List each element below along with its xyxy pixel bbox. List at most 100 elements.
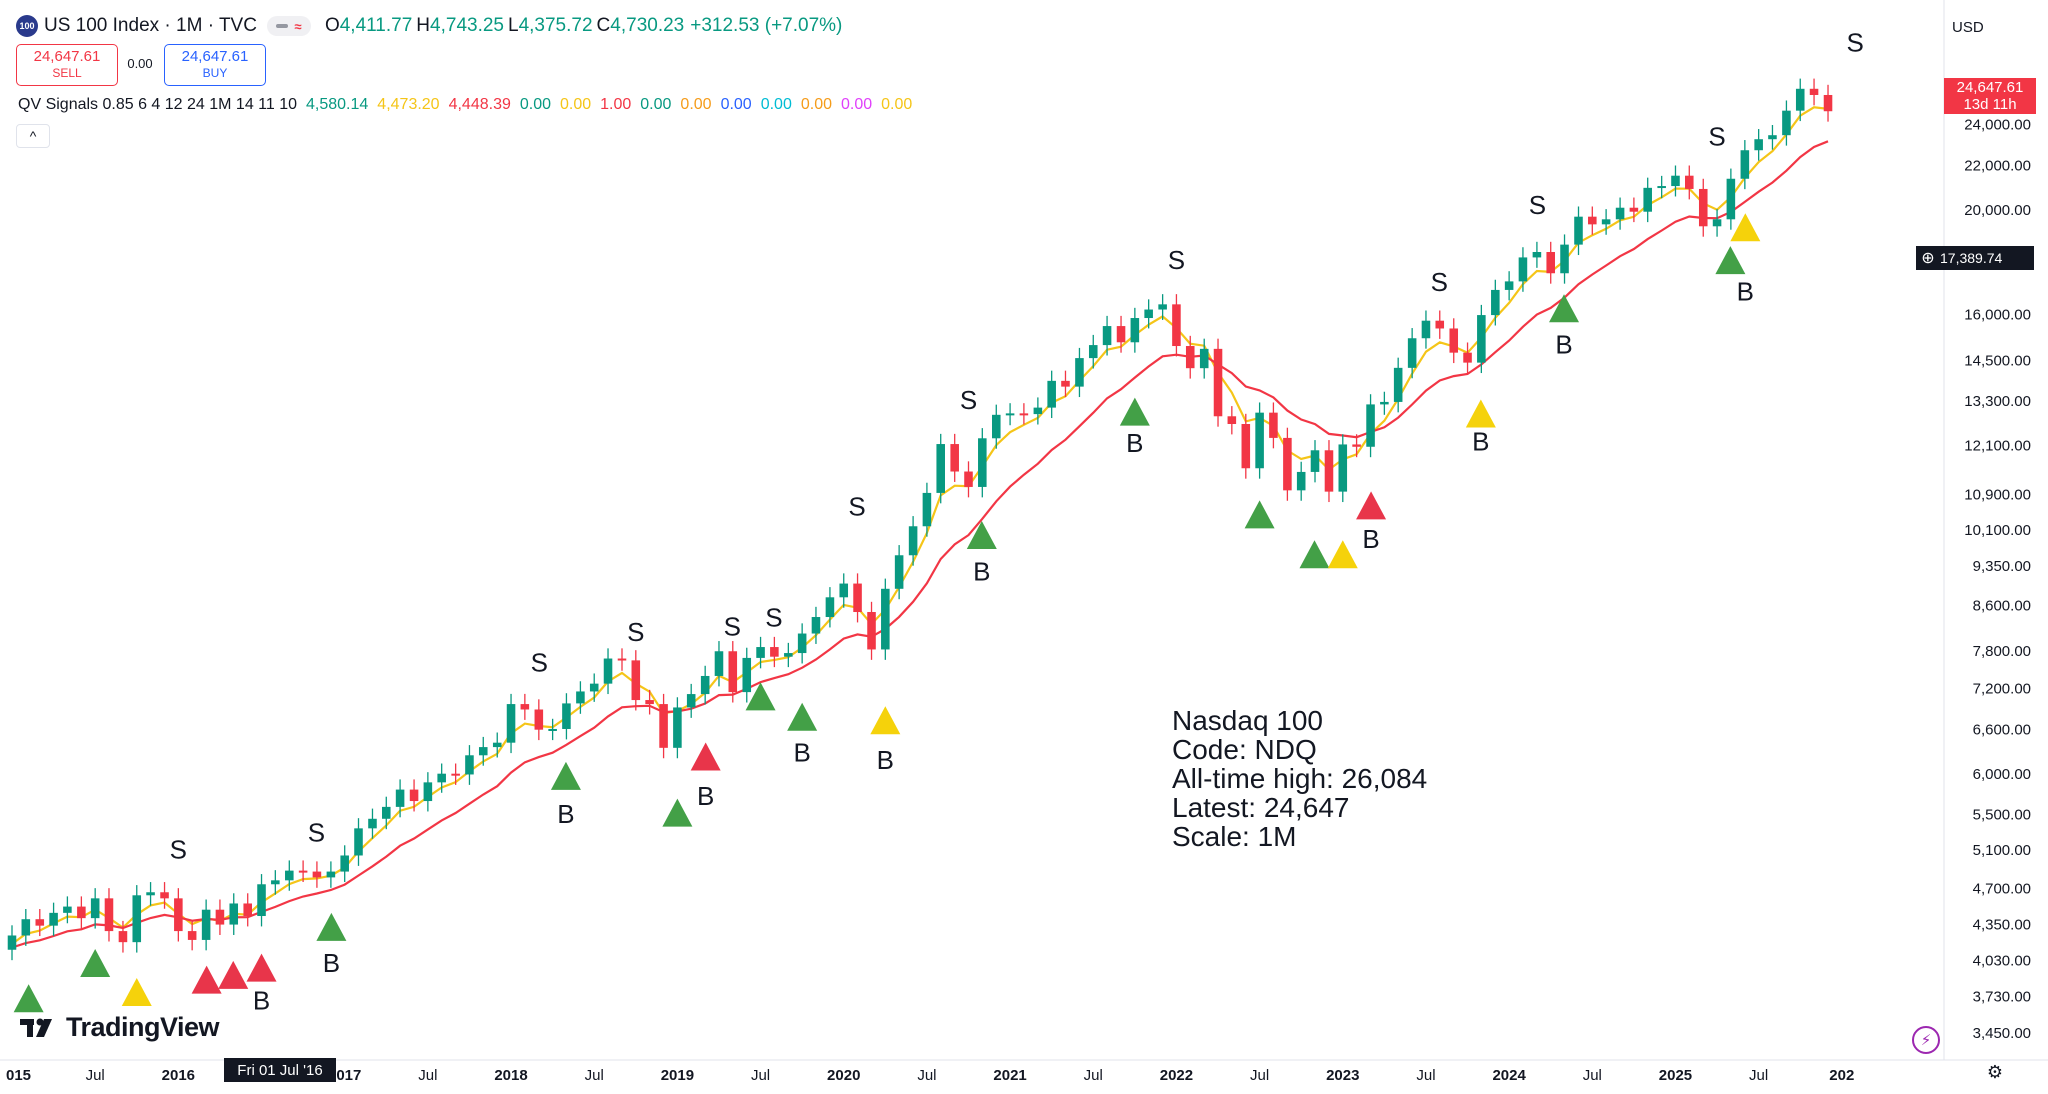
- price-tick-label: 5,100.00: [1973, 842, 2031, 859]
- bar-countdown: 13d 11h: [1963, 96, 2017, 113]
- candle-body: [146, 892, 155, 896]
- sell-signal-label: S: [1431, 267, 1448, 297]
- candle-body: [451, 773, 460, 776]
- add-plus-icon[interactable]: ⊕: [1921, 250, 1935, 267]
- symbol-title[interactable]: US 100 Index · 1M · TVC: [44, 15, 257, 36]
- indicator-legend[interactable]: QV Signals 0.85 6 4 12 24 1M 14 11 10 4,…: [18, 96, 912, 114]
- price-tick-label: 6,600.00: [1973, 721, 2031, 738]
- candle-body: [104, 898, 114, 932]
- candle-body: [118, 931, 128, 943]
- time-tick-label: 2025: [1659, 1067, 1692, 1084]
- signal-triangle-green: [787, 702, 818, 731]
- candle-body: [7, 935, 17, 950]
- close-label: C: [596, 15, 611, 36]
- candle-body: [312, 871, 322, 878]
- candle-body: [465, 755, 474, 775]
- signal-triangle-red: [191, 965, 222, 994]
- sell-signal-label: S: [1846, 28, 1863, 58]
- lightning-icon[interactable]: ⚡: [1912, 1026, 1940, 1054]
- signal-triangle-green: [745, 682, 776, 711]
- buy-button[interactable]: 24,647.61 BUY: [164, 44, 266, 86]
- candle-body: [1366, 404, 1375, 447]
- candle-body: [1227, 416, 1237, 424]
- candle-body: [562, 703, 571, 729]
- sell-signal-label: S: [170, 834, 187, 864]
- annotation-line: Code: NDQ: [1172, 734, 1317, 765]
- candle-body: [520, 704, 530, 710]
- sell-button[interactable]: 24,647.61 SELL: [16, 44, 118, 86]
- candle-body: [1643, 187, 1652, 212]
- candle-body: [1296, 471, 1306, 491]
- sell-signal-label: S: [960, 385, 977, 415]
- signal-triangle-red: [246, 953, 277, 982]
- price-tick-label: 6,000.00: [1973, 766, 2031, 783]
- candle-body: [243, 903, 252, 917]
- candle-body: [1047, 380, 1056, 408]
- time-tick-label: Jul: [1416, 1067, 1435, 1084]
- ema-slow-line: [11, 140, 1829, 949]
- candle-body: [187, 931, 197, 940]
- ema-layer: [11, 106, 1829, 949]
- candle-body: [797, 633, 807, 654]
- candle-body: [742, 657, 752, 693]
- candle-body: [1116, 326, 1126, 343]
- gear-icon[interactable]: ⚙: [1986, 1062, 2004, 1082]
- candle-body: [1449, 328, 1459, 353]
- chart-annotation[interactable]: Nasdaq 100 Code: NDQ All-time high: 26,0…: [1172, 706, 1427, 851]
- high-value: 4,743.25: [430, 15, 504, 36]
- signal-triangle-yellow: [121, 977, 152, 1006]
- candle-body: [409, 789, 419, 802]
- candle-body: [395, 789, 405, 807]
- signal-triangle-red: [1356, 491, 1387, 520]
- tradingview-logo[interactable]: TradingView: [20, 1012, 220, 1043]
- candle-body: [437, 773, 446, 783]
- candle-body: [90, 898, 100, 919]
- candle-body: [1102, 326, 1112, 346]
- time-tick-label: Jul: [917, 1067, 936, 1084]
- price-tick-label: 8,600.00: [1973, 597, 2031, 614]
- low-label: L: [508, 15, 519, 36]
- candle-body: [936, 444, 945, 493]
- indicator-value: 4,448.39: [448, 96, 511, 113]
- collapse-legend-button[interactable]: ^: [16, 124, 50, 148]
- candle-body: [645, 700, 654, 705]
- candle-body: [1560, 244, 1569, 274]
- candle-body: [492, 742, 502, 748]
- candle-body: [1477, 315, 1486, 363]
- candle-body: [1823, 94, 1833, 112]
- candle-body: [534, 709, 544, 730]
- index-logo-icon[interactable]: 100: [16, 15, 38, 37]
- candle-body: [1588, 216, 1597, 225]
- signal-triangle-red: [218, 960, 249, 989]
- annotation-line: Nasdaq 100: [1172, 705, 1324, 736]
- indicator-value: 0.00: [519, 96, 551, 113]
- candle-body: [423, 782, 433, 802]
- candle-body: [1283, 437, 1292, 491]
- price-tick-label: 7,800.00: [1973, 643, 2031, 660]
- candle-body: [63, 906, 72, 913]
- buy-signal-label: B: [1737, 277, 1754, 307]
- sell-signal-label: S: [765, 603, 782, 633]
- signal-triangle-green: [1119, 397, 1150, 426]
- candle-body: [1726, 178, 1736, 220]
- sell-signal-label: S: [1529, 190, 1546, 220]
- currency-selector[interactable]: USD: [1952, 18, 1984, 36]
- candle-body: [1033, 407, 1043, 415]
- low-value: 4,375.72: [518, 15, 593, 36]
- time-tick-label: 2016: [162, 1067, 195, 1084]
- candle-body: [1158, 304, 1167, 310]
- candle-body: [1518, 257, 1528, 282]
- candle-body: [881, 588, 890, 650]
- time-tick-label: Jul: [751, 1067, 770, 1084]
- tradingview-mark-icon: [20, 1018, 52, 1037]
- indicator-name[interactable]: QV Signals 0.85 6 4 12 24 1M 14 11 10: [18, 96, 298, 113]
- price-tick-label: 12,100.00: [1964, 437, 2031, 454]
- candle-body: [35, 919, 45, 926]
- signal-triangle-yellow: [1465, 399, 1496, 428]
- price-tick-label: 14,500.00: [1964, 353, 2031, 370]
- candle-body: [548, 728, 557, 731]
- market-status-pill[interactable]: ≈: [266, 16, 311, 36]
- time-axis[interactable]: 015 Jul 2016 2017 Jul 2018 Jul 2019 Jul 2020 Jul 20…: [6, 1067, 1854, 1084]
